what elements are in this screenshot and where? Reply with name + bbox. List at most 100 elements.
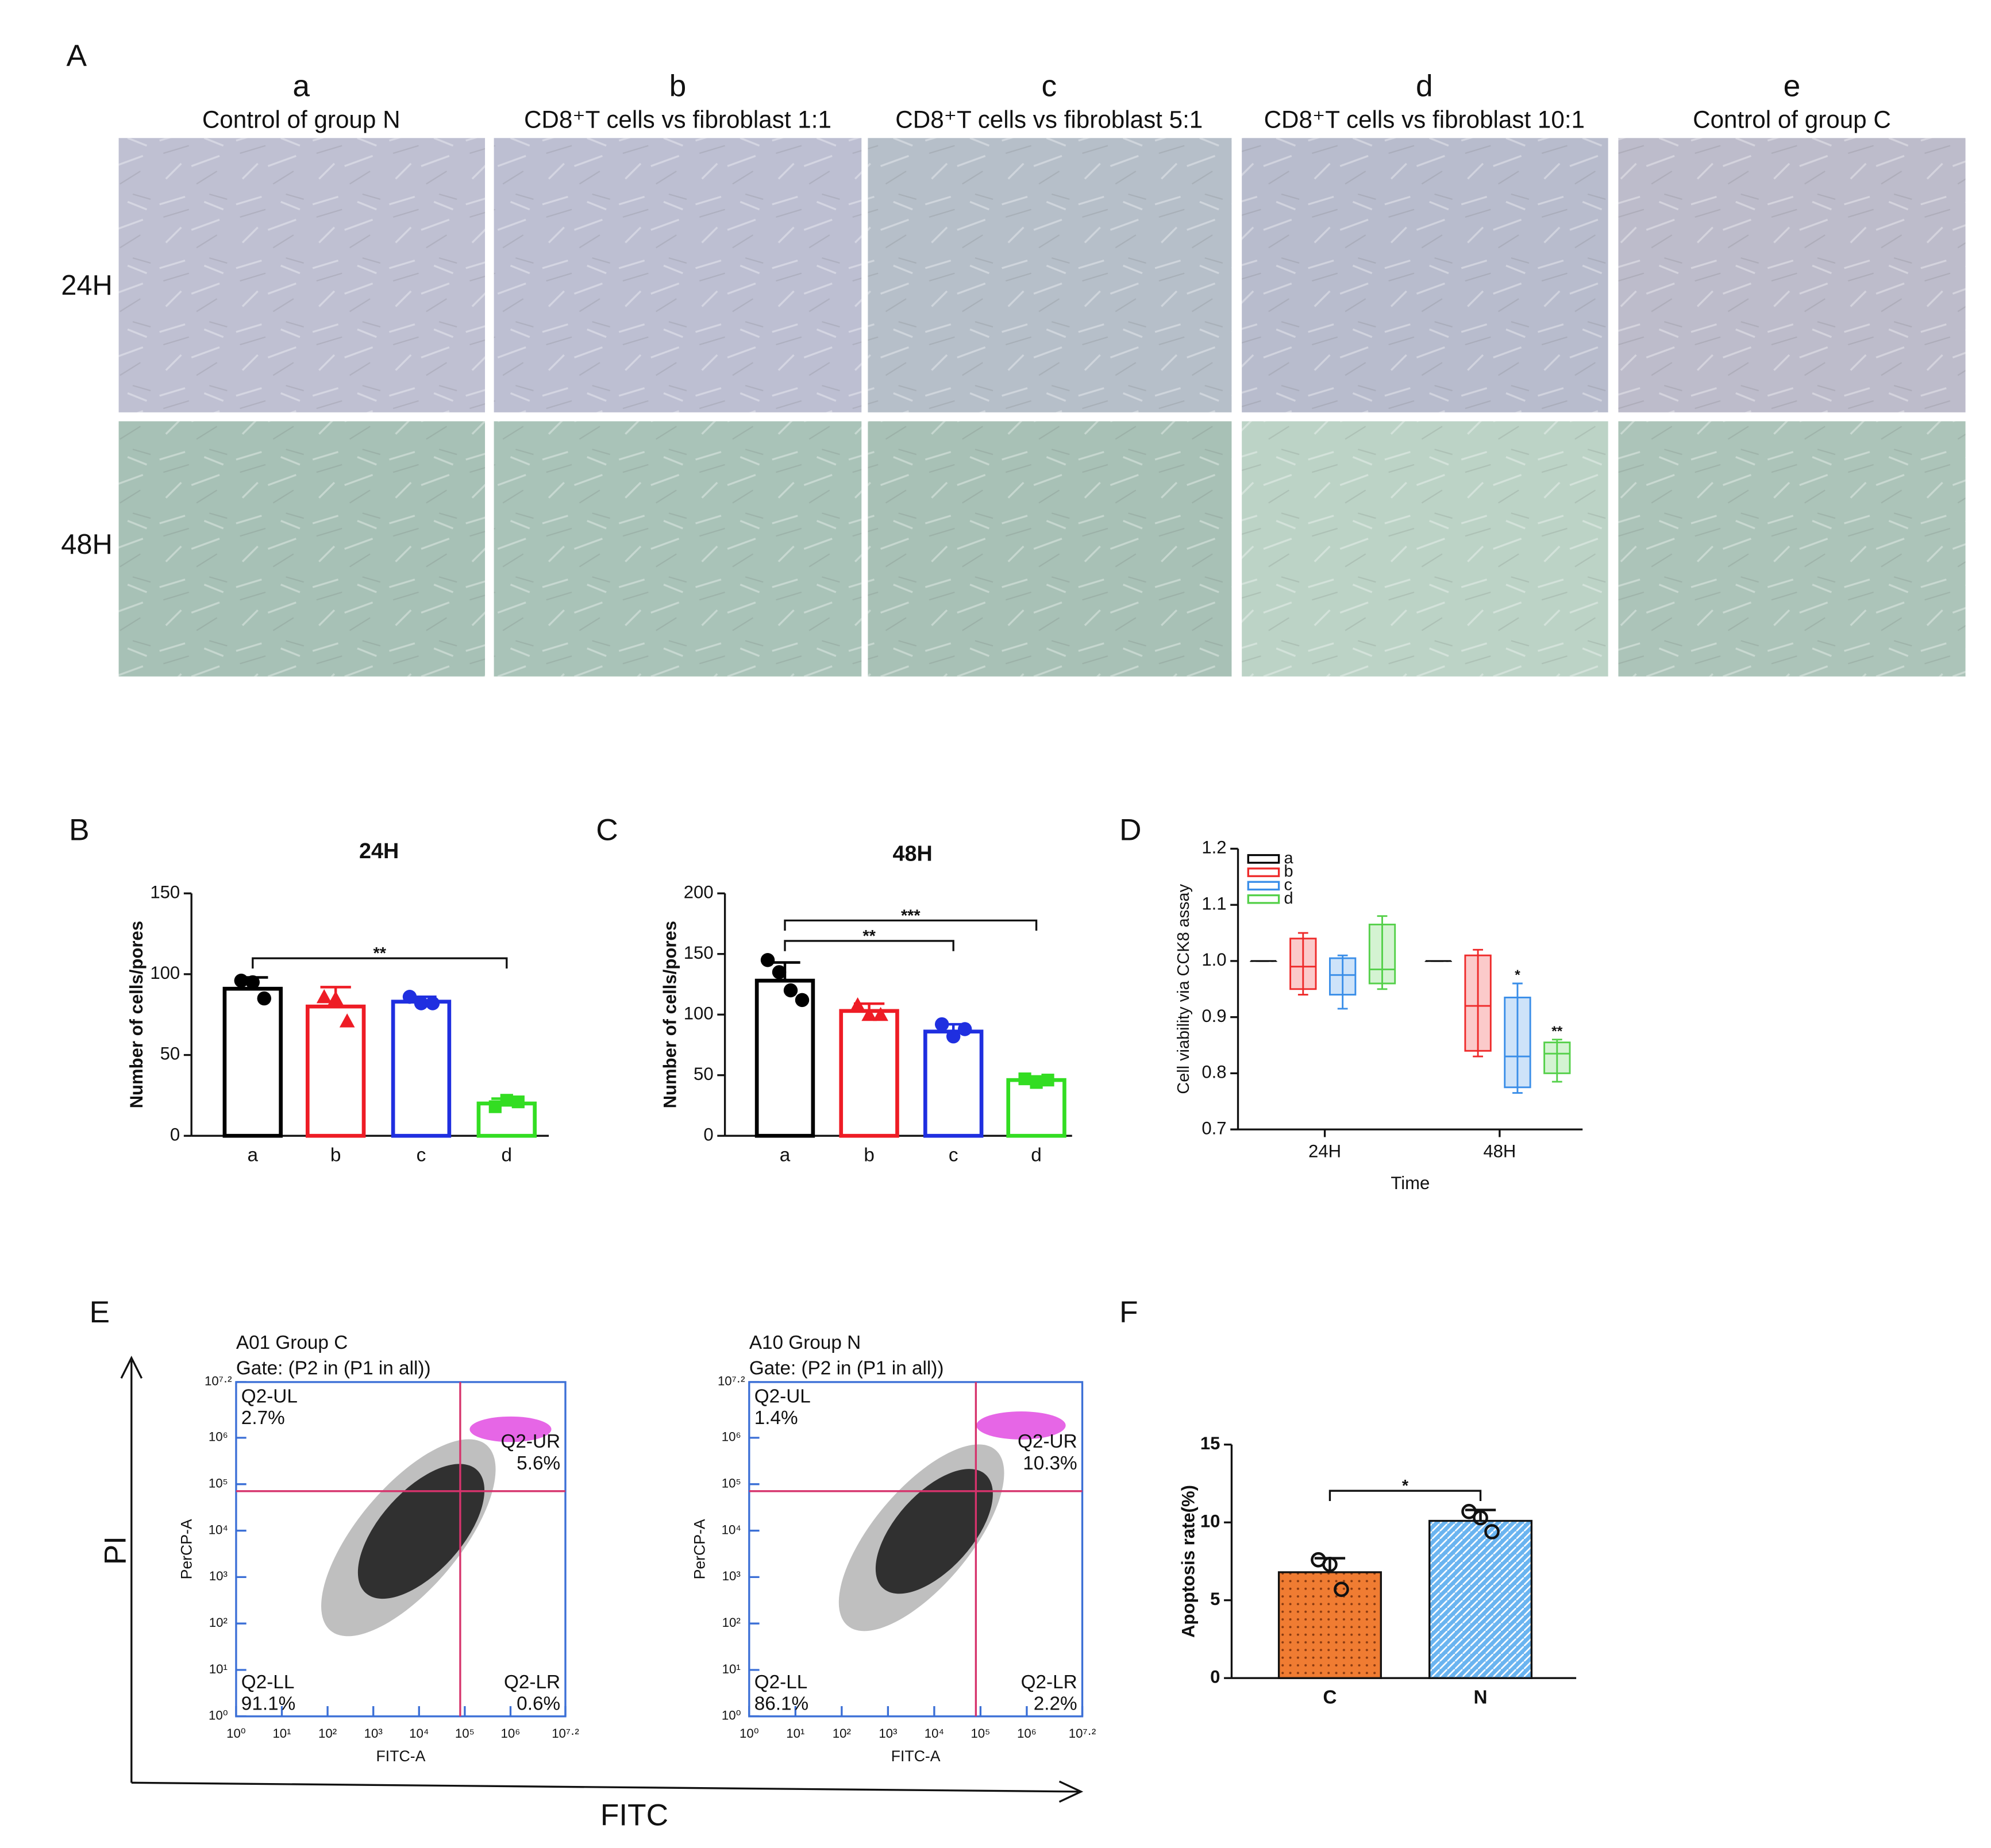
x-tick-label: a <box>780 1145 791 1166</box>
plot-frame <box>748 1381 1084 1718</box>
column-letter: b <box>669 70 687 103</box>
x-tick-label: 10⁵ <box>971 1726 990 1741</box>
cell-texture <box>1242 421 1608 677</box>
x-tick-label: N <box>1474 1687 1488 1708</box>
significance-label: ** <box>862 927 876 946</box>
significance-label: ** <box>373 944 387 963</box>
y-tick-label: 0.9 <box>1201 1006 1226 1026</box>
cell-texture <box>868 138 1232 412</box>
panel-label: D <box>1119 813 1142 847</box>
quadrant-name: Q2-UR <box>1018 1431 1077 1452</box>
cell-texture <box>118 421 486 677</box>
quadrant-value: 5.6% <box>517 1453 560 1474</box>
bar <box>305 1004 366 1138</box>
box <box>1289 937 1317 990</box>
cell-texture <box>118 138 486 412</box>
data-point <box>957 1022 972 1036</box>
cell-texture <box>1242 138 1608 412</box>
quadrant-value: 0.6% <box>517 1693 560 1715</box>
data-point <box>946 1029 961 1044</box>
column-title: CD8⁺T cells vs fibroblast 1:1 <box>524 106 831 133</box>
significance-bracket <box>252 957 508 969</box>
significance-label: * <box>1515 967 1520 983</box>
quadrant-name: Q2-UL <box>241 1386 298 1407</box>
bar <box>923 1029 984 1138</box>
significance-label: ** <box>1551 1024 1563 1039</box>
x-tick-label: 10² <box>833 1726 851 1741</box>
data-point <box>500 1094 513 1107</box>
quadrant-name: Q2-LL <box>754 1672 808 1693</box>
x-axis-label: FITC-A <box>376 1747 426 1765</box>
data-point <box>1030 1076 1043 1089</box>
data-point <box>234 973 249 988</box>
significance-label: *** <box>901 906 921 925</box>
x-tick-label: 10⁷·² <box>552 1726 579 1741</box>
legend-label: d <box>1284 889 1293 908</box>
y-tick-label: 1.2 <box>1201 838 1226 858</box>
x-tick-label: d <box>1031 1145 1042 1166</box>
y-tick-label: 1.0 <box>1201 950 1226 970</box>
legend-swatch <box>1247 894 1280 904</box>
y-tick-label: 0 <box>703 1124 713 1144</box>
plot-frame <box>235 1381 567 1718</box>
legend-label: b <box>1284 862 1293 881</box>
y-axis-label: Number of cells/pores <box>660 921 680 1108</box>
data-point <box>1041 1074 1054 1087</box>
quadrant-value: 2.7% <box>241 1407 285 1429</box>
data-point <box>861 1006 877 1021</box>
chart-title: 48H <box>892 842 932 866</box>
box <box>1504 996 1531 1089</box>
data-point <box>1334 1581 1349 1598</box>
data-point <box>1484 1524 1500 1540</box>
y-tick-label: 10⁴ <box>209 1522 228 1537</box>
x-tick-label: 10³ <box>364 1726 383 1741</box>
y-tick-label: 10² <box>722 1615 741 1630</box>
box <box>1328 957 1357 996</box>
quadrant-value: 86.1% <box>754 1693 808 1715</box>
data-point <box>414 996 429 1010</box>
y-tick-label: 10³ <box>209 1569 228 1583</box>
x-tick-label: 10² <box>318 1726 337 1741</box>
column-title: CD8⁺T cells vs fibroblast 10:1 <box>1264 106 1585 133</box>
x-tick-label: b <box>330 1145 341 1166</box>
x-tick-label: d <box>502 1145 513 1166</box>
column-letter: d <box>1416 70 1433 103</box>
legend-swatch <box>1247 867 1280 877</box>
cell-texture <box>1618 421 1966 677</box>
outer-axes <box>120 1355 1084 1803</box>
x-tick-label: 10¹ <box>272 1726 291 1741</box>
quadrant-value: 1.4% <box>754 1407 798 1429</box>
y-axis-label: PerCP-A <box>178 1519 195 1579</box>
bar <box>1428 1519 1533 1679</box>
bar <box>476 1101 537 1138</box>
y-tick-label: 100 <box>150 963 180 983</box>
box <box>1368 923 1396 985</box>
legend-label: c <box>1284 875 1292 894</box>
y-tick-label: 10⁵ <box>209 1476 228 1491</box>
data-point <box>1018 1072 1031 1086</box>
y-tick-label: 1.1 <box>1201 893 1226 913</box>
y-tick-label: 200 <box>684 882 714 902</box>
data-point <box>934 1017 949 1032</box>
column-letter: e <box>1784 70 1801 103</box>
data-point <box>1461 1503 1477 1519</box>
cell-texture <box>1618 138 1966 412</box>
data-point <box>245 975 260 990</box>
y-tick-label: 10¹ <box>209 1662 228 1676</box>
data-point <box>783 983 798 998</box>
data-point <box>1322 1557 1338 1572</box>
y-tick-label: 10³ <box>722 1569 741 1583</box>
bar <box>839 1009 899 1138</box>
panel-label: E <box>89 1295 110 1329</box>
quadrant-name: Q2-LL <box>241 1672 295 1693</box>
legend-swatch <box>1247 854 1280 864</box>
micrographs <box>118 138 1966 677</box>
quadrant-name: Q2-UR <box>500 1431 560 1452</box>
panel-label: C <box>596 813 618 847</box>
x-tick-label: 24H <box>1308 1141 1341 1161</box>
column-letter: a <box>292 70 310 103</box>
data-point <box>328 990 344 1005</box>
row-label: 24H <box>61 270 113 301</box>
legend-label: a <box>1284 849 1293 867</box>
panel-label: A <box>67 38 87 72</box>
